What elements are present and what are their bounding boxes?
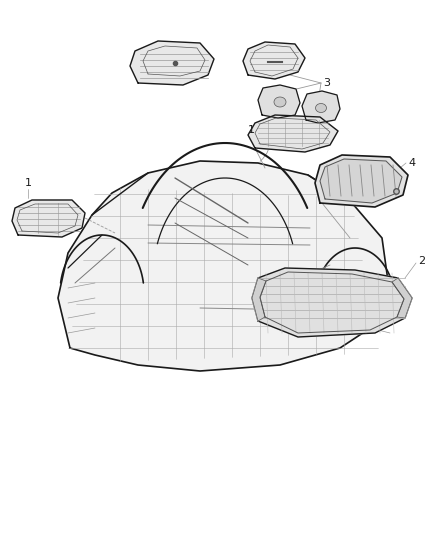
FancyArrowPatch shape: [260, 136, 271, 161]
Polygon shape: [315, 155, 408, 207]
Ellipse shape: [274, 97, 286, 107]
Polygon shape: [130, 41, 214, 85]
Polygon shape: [243, 42, 305, 79]
Text: 1: 1: [25, 178, 32, 188]
Text: 1: 1: [248, 125, 255, 135]
Ellipse shape: [315, 103, 326, 112]
Polygon shape: [392, 278, 412, 318]
Polygon shape: [302, 91, 340, 123]
Polygon shape: [258, 85, 300, 118]
Polygon shape: [12, 200, 85, 237]
Polygon shape: [58, 161, 388, 371]
Text: 3: 3: [323, 78, 330, 88]
Polygon shape: [320, 159, 402, 203]
Polygon shape: [252, 268, 412, 337]
Text: 2: 2: [418, 256, 425, 266]
Polygon shape: [252, 278, 266, 321]
Polygon shape: [248, 115, 338, 152]
Text: 4: 4: [408, 158, 415, 168]
